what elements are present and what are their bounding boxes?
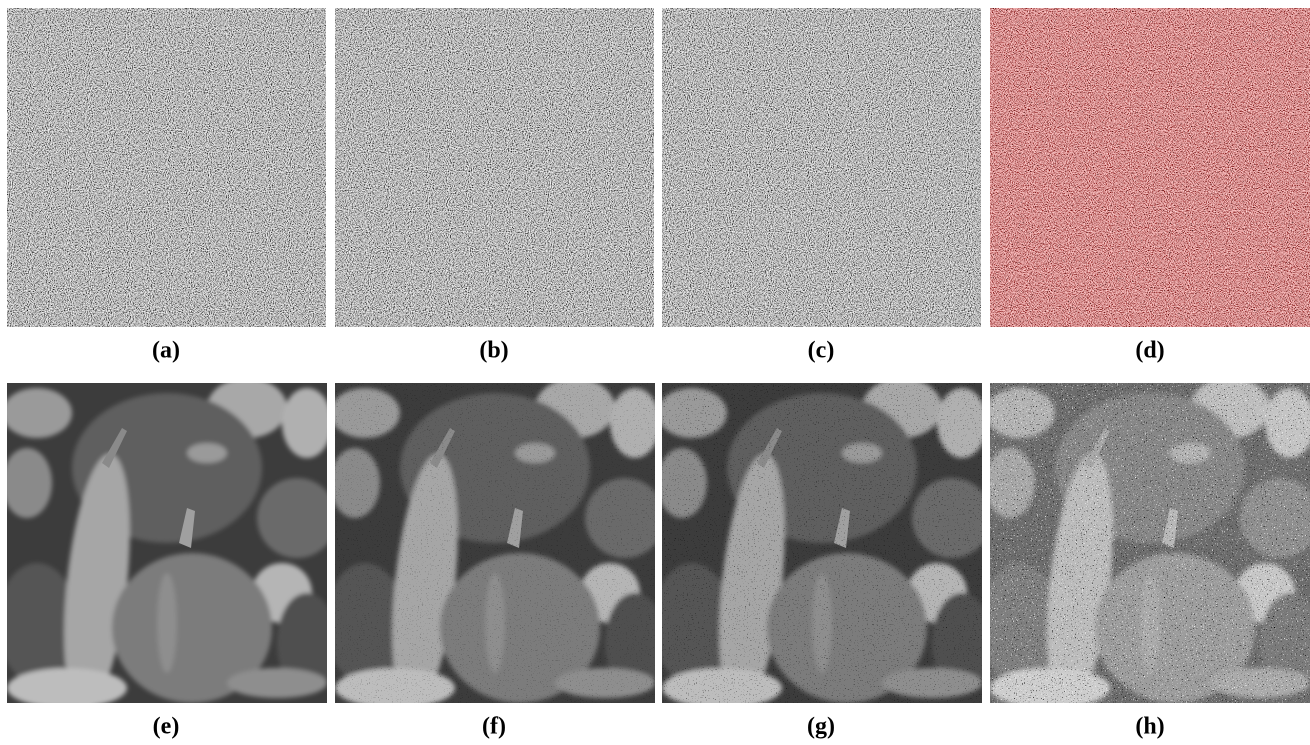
encrypted-image [335,8,654,327]
decrypted-image [652,378,992,715]
encrypted-image [662,8,981,327]
figure: (a) (b) (c) (d) (e) (f) (g) (h) [0,0,1310,745]
panel-caption: (e) [153,714,180,740]
panel-caption: (b) [479,338,508,364]
panel-caption: (a) [152,338,180,364]
panel-caption: (h) [1135,714,1164,740]
decrypted-image [980,378,1310,715]
panel-caption: (c) [808,338,835,364]
decrypted-image [0,378,337,715]
panel-caption: (g) [807,714,835,740]
encrypted-image [7,8,326,327]
encrypted-image [990,8,1310,327]
decrypted-image [325,378,665,715]
panel-caption: (f) [482,714,506,740]
panel-caption: (d) [1135,338,1164,364]
